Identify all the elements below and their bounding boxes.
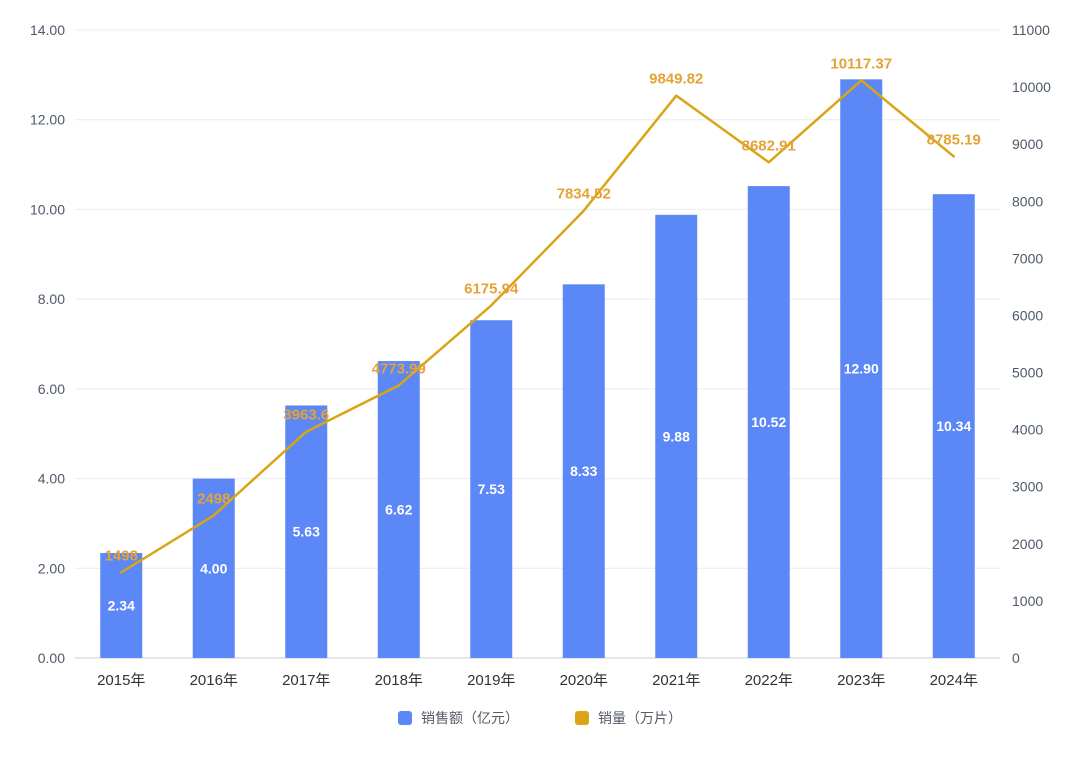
bar-value-label: 5.63 (293, 524, 320, 540)
right-axis-tick: 3000 (1012, 479, 1043, 495)
left-axis-tick: 12.00 (30, 112, 65, 128)
line-value-label: 10117.37 (830, 55, 892, 72)
bar-2017年[interactable] (285, 405, 328, 658)
right-axis-tick: 10000 (1012, 79, 1051, 95)
bar-value-label: 10.52 (751, 414, 786, 430)
bar-value-label: 12.90 (844, 361, 879, 377)
bar-2018年[interactable] (377, 361, 420, 658)
line-value-label: 8785.19 (927, 131, 981, 148)
bar-2015年[interactable] (100, 553, 143, 658)
bar-2023年[interactable] (840, 79, 883, 659)
left-axis-tick: 4.00 (38, 471, 65, 487)
legend-label-volume: 销量（万片） (598, 710, 682, 726)
legend-item-volume[interactable]: 销量（万片） (575, 708, 682, 728)
bar-value-label: 4.00 (200, 560, 227, 576)
line-value-label: 1498 (105, 547, 138, 564)
right-axis-tick: 5000 (1012, 365, 1043, 381)
x-axis-label: 2022年 (745, 672, 793, 689)
x-axis-label: 2017年 (282, 672, 330, 689)
legend-label-sales: 销售额（亿元） (421, 710, 519, 726)
left-axis-tick: 8.00 (38, 291, 65, 307)
line-value-label: 2498 (197, 490, 230, 507)
x-axis-label: 2024年 (930, 672, 978, 689)
right-axis-tick: 8000 (1012, 193, 1043, 209)
bar-value-label: 2.34 (108, 598, 135, 614)
bar-value-label: 8.33 (570, 463, 597, 479)
x-axis-label: 2021年 (652, 672, 700, 689)
legend: 销售额（亿元） 销量（万片） (0, 702, 1080, 734)
line-value-label: 4773.99 (372, 360, 426, 377)
bar-2024年[interactable] (932, 194, 975, 659)
left-axis-tick: 0.00 (38, 650, 65, 666)
x-axis-label: 2023年 (837, 672, 885, 689)
x-axis-label: 2015年 (97, 672, 145, 689)
right-axis-tick: 7000 (1012, 250, 1043, 266)
right-axis-tick: 2000 (1012, 536, 1043, 552)
x-axis-label: 2019年 (467, 672, 515, 689)
bar-value-label: 9.88 (663, 428, 690, 444)
bar-value-label: 10.34 (936, 418, 971, 434)
legend-swatch-sales-icon (398, 711, 412, 725)
bar-2020年[interactable] (562, 284, 605, 658)
right-axis-tick: 11000 (1012, 22, 1050, 38)
x-axis-label: 2018年 (375, 672, 423, 689)
bar-2022年[interactable] (747, 186, 790, 659)
bar-value-label: 6.62 (385, 502, 412, 518)
right-axis-tick: 9000 (1012, 136, 1043, 152)
line-value-label: 7834.52 (557, 186, 611, 203)
line-value-label: 8682.91 (742, 137, 796, 154)
bar-value-label: 7.53 (478, 481, 505, 497)
bar-2016年[interactable] (192, 478, 235, 658)
line-series[interactable] (120, 79, 955, 574)
right-axis-tick: 1000 (1012, 593, 1043, 609)
line-value-label: 3963.6 (283, 407, 329, 424)
x-axis-label: 2016年 (190, 672, 238, 689)
line-value-label: 9849.82 (649, 71, 703, 88)
x-axis-label: 2020年 (560, 672, 608, 689)
legend-swatch-volume-icon (575, 711, 589, 725)
left-axis-tick: 2.00 (38, 560, 65, 576)
right-axis-tick: 6000 (1012, 307, 1043, 323)
legend-item-sales[interactable]: 销售额（亿元） (398, 708, 519, 728)
left-axis-tick: 6.00 (38, 381, 65, 397)
right-axis-tick: 0 (1012, 650, 1020, 666)
line-value-label: 6175.94 (464, 280, 519, 297)
right-axis-tick: 4000 (1012, 422, 1043, 438)
bar-2021年[interactable] (655, 214, 698, 658)
left-axis-tick: 10.00 (30, 201, 65, 217)
bar-2019年[interactable] (470, 320, 513, 658)
left-axis-tick: 14.00 (30, 22, 65, 38)
